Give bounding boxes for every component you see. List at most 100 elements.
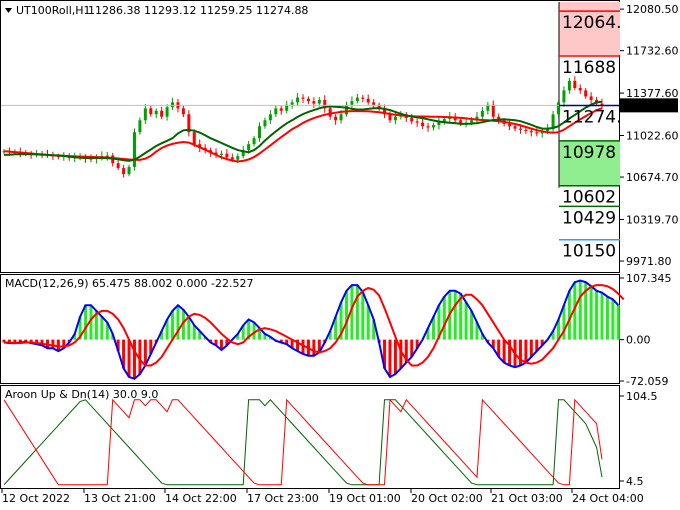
candle-body [486,104,490,111]
candle-body [132,132,136,167]
candle-body [274,108,278,115]
time-axis-label: 17 Oct 23:00 [247,492,319,505]
candle-body [181,108,185,115]
candle-body [116,163,120,169]
macd-pane-frame [0,274,620,384]
candle-body [508,123,512,127]
candle-body [171,102,175,108]
price-axis-label: 9971.80 [626,255,672,268]
candle-body [366,98,370,103]
time-axis-label: 19 Oct 01:00 [329,492,401,505]
candle-body [268,114,272,121]
candle-body [589,96,593,100]
candle-body [491,104,495,117]
time-axis-label: 13 Oct 21:00 [84,492,156,505]
candle-body [105,155,109,157]
candle-body [431,125,435,128]
candle-body [344,104,348,115]
candle-body [198,144,202,148]
candle-body [578,88,582,91]
candle-body [573,80,577,89]
aroon-down-line [3,399,603,486]
aroon-label: Aroon Up & Dn(14) 30.0 9.0 [5,388,158,401]
candle-body [426,126,430,128]
candle-body [219,153,223,155]
time-axis-label: 24 Oct 04:00 [572,492,644,505]
candle-body [263,120,267,127]
candle-body [285,104,289,111]
price-axis-label: 10319.70 [626,213,679,226]
macd-label: MACD(12,26,9) 65.475 88.002 0.000 -22.52… [5,277,253,290]
candle-body [252,138,256,145]
macd-axis-label: 107.345 [626,272,672,285]
symbol-label: UT100Roll,H1 [16,4,91,17]
candle-body [546,128,550,132]
candle-body [279,108,283,111]
aroon-axis-label: 4.5 [626,475,644,488]
candle-body [415,121,419,123]
candle-body [361,97,365,99]
level-label: 10429 [562,208,616,228]
candle-body [214,152,218,155]
price-axis-label: 12080.50 [626,3,679,16]
aroon-axis-label: 104.5 [626,390,658,403]
candle-body [160,110,164,117]
candle-body [312,101,316,104]
level-label: 11688 [562,58,616,78]
candle-body [518,128,522,130]
macd-axis-label: -72.059 [626,375,668,388]
candle-body [154,110,158,115]
candle-body [323,99,327,109]
candle-body [470,120,474,123]
price-axis-label: 11732.60 [626,45,679,58]
price-axis-label: 11022.60 [626,129,679,142]
candle-body [529,131,533,133]
candle-body [562,90,566,103]
price-axis-label: 11377.60 [626,87,679,100]
time-axis-label: 14 Oct 22:00 [165,492,237,505]
macd-layer [2,279,625,380]
candle-body [258,126,262,139]
candle-body [551,114,555,129]
candle-body [187,114,191,133]
candle-body [328,108,332,117]
candle-body [149,108,153,115]
candle-body [557,102,561,115]
candle-body [230,157,234,160]
candle-body [334,116,338,121]
candle-body [225,153,229,158]
candle-body [165,107,169,117]
candle-body [383,108,387,115]
candle-body [143,108,147,121]
macd-signal-line [4,284,625,367]
level-label: 12064. [562,13,621,33]
collapse-triangle-icon[interactable] [5,8,12,13]
ma-fast-line [3,100,603,162]
candle-body [138,120,142,133]
candle-body [247,144,251,151]
candle-body [350,101,354,105]
candle-body [236,156,240,160]
candle-body [421,122,425,127]
candle-body [524,129,528,132]
candle-body [600,103,604,106]
ohlc-label: 11286.38 11293.12 11259.25 11274.88 [88,4,308,17]
candle-body [513,126,517,129]
candle-body [127,166,131,175]
candle-body [241,150,245,157]
candle-body [567,80,571,91]
candle-body [296,97,300,103]
candle-body [339,114,343,121]
candle-body [584,90,588,97]
candle-body [480,110,484,117]
level-label: 10978 [562,143,616,163]
level-label: 10602 [562,188,616,208]
time-axis-label: 12 Oct 2022 [2,492,70,505]
candle-body [475,116,479,121]
candle-body [442,119,446,122]
axis-layer: 12080.50 11732.60 11377.60 11022.60 10674.70… [1,3,679,505]
candle-body [192,132,196,145]
price-axis-label: 10674.70 [626,171,679,184]
level-label: 11274. [562,107,621,127]
